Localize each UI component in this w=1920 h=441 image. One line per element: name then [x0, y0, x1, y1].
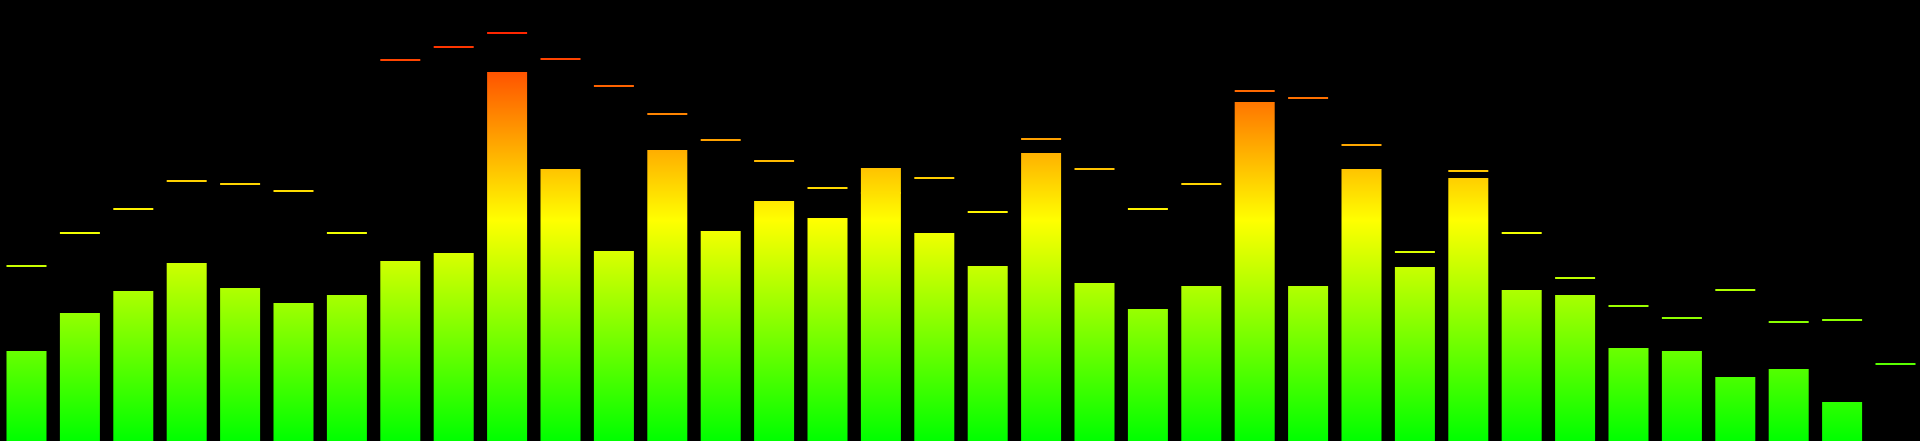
- peak-marker-9: [433, 46, 474, 48]
- bar-24: [1234, 102, 1275, 441]
- peak-marker-36: [1875, 363, 1916, 365]
- bar-5: [220, 288, 261, 441]
- bar-11: [540, 169, 581, 441]
- peak-marker-32: [1661, 317, 1702, 319]
- peak-marker-10: [487, 32, 528, 34]
- bar-25: [1288, 286, 1329, 441]
- bar-13: [647, 150, 688, 441]
- peak-marker-7: [326, 232, 367, 234]
- bar-6: [273, 303, 314, 441]
- peak-marker-26: [1341, 144, 1382, 146]
- peak-marker-35: [1822, 319, 1863, 321]
- peak-marker-23: [1181, 183, 1222, 185]
- peak-marker-22: [1127, 208, 1168, 210]
- bar-30: [1555, 295, 1596, 441]
- bar-29: [1501, 290, 1542, 441]
- peak-marker-2: [59, 232, 100, 234]
- peak-marker-6: [273, 190, 314, 192]
- peak-marker-28: [1448, 170, 1489, 172]
- peak-marker-1: [6, 265, 47, 267]
- peak-marker-33: [1715, 289, 1756, 291]
- peak-marker-27: [1394, 251, 1435, 253]
- bar-19: [967, 266, 1008, 441]
- bar-1: [6, 351, 47, 441]
- peak-marker-25: [1288, 97, 1329, 99]
- bar-33: [1715, 377, 1756, 441]
- peak-marker-14: [700, 139, 741, 141]
- bar-20: [1021, 153, 1062, 441]
- bar-28: [1448, 178, 1489, 441]
- peak-marker-30: [1555, 277, 1596, 279]
- peak-marker-11: [540, 58, 581, 60]
- peak-marker-3: [113, 208, 154, 210]
- peak-marker-18: [914, 177, 955, 179]
- bar-22: [1127, 309, 1168, 441]
- bar-12: [593, 251, 634, 441]
- bar-10: [487, 72, 528, 441]
- bar-35: [1822, 402, 1863, 441]
- bar-26: [1341, 169, 1382, 441]
- bar-15: [754, 201, 795, 441]
- bar-17: [860, 168, 901, 441]
- bar-16: [807, 218, 848, 441]
- peak-marker-34: [1768, 321, 1809, 323]
- peak-marker-21: [1074, 168, 1115, 170]
- peak-marker-19: [967, 211, 1008, 213]
- bar-31: [1608, 348, 1649, 441]
- peak-marker-8: [380, 59, 421, 61]
- bar-14: [700, 231, 741, 441]
- bar-21: [1074, 283, 1115, 441]
- peak-marker-29: [1501, 232, 1542, 234]
- bar-34: [1768, 369, 1809, 441]
- peak-marker-24: [1234, 90, 1275, 92]
- peak-marker-13: [647, 113, 688, 115]
- peak-marker-15: [754, 160, 795, 162]
- bar-32: [1661, 351, 1702, 441]
- bar-3: [113, 291, 154, 441]
- peak-marker-17: [860, 192, 901, 194]
- bar-18: [914, 233, 955, 441]
- peak-marker-5: [220, 183, 261, 185]
- peak-marker-16: [807, 187, 848, 189]
- bar-series: [6, 72, 1863, 441]
- bar-4: [166, 263, 207, 441]
- bar-23: [1181, 286, 1222, 441]
- bar-27: [1394, 267, 1435, 441]
- peak-marker-20: [1021, 138, 1062, 140]
- peak-marker-series: [6, 32, 1916, 365]
- bar-2: [59, 313, 100, 441]
- peak-marker-12: [593, 85, 634, 87]
- bar-9: [433, 253, 474, 441]
- peak-marker-4: [166, 180, 207, 182]
- bar-8: [380, 261, 421, 441]
- peak-marker-31: [1608, 305, 1649, 307]
- bar-7: [326, 295, 367, 441]
